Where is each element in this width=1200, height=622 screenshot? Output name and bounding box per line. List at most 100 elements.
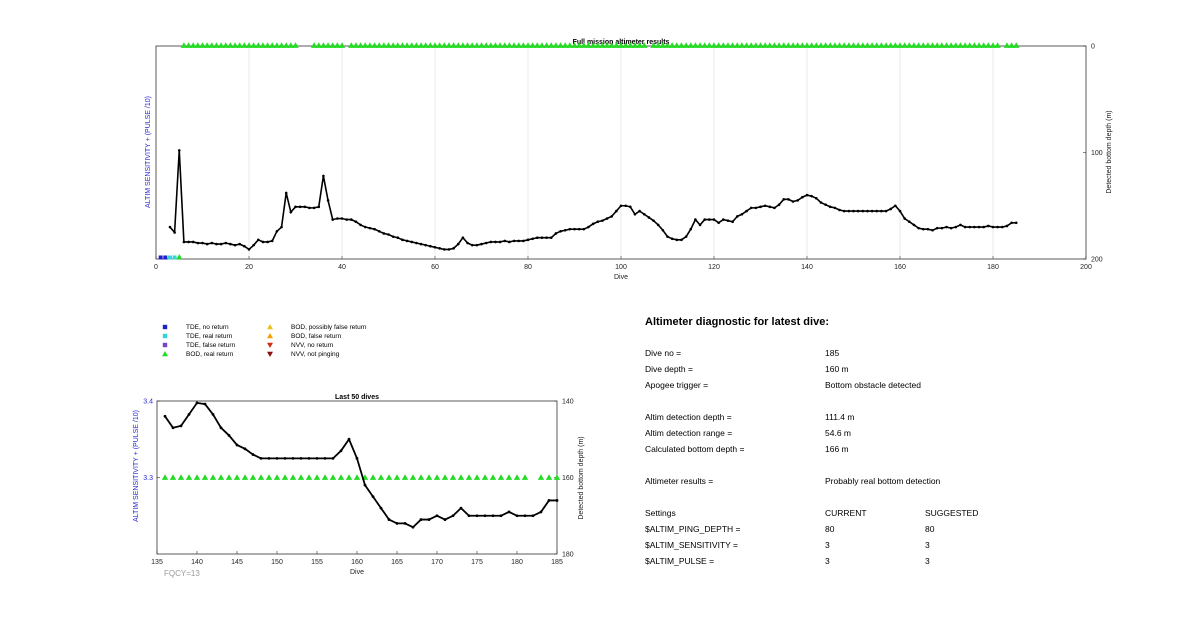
bod-real-return-marker — [961, 42, 969, 48]
bod-real-return-marker — [1008, 42, 1015, 48]
bod-real-return-marker — [321, 474, 329, 480]
bod-real-return-marker — [417, 474, 425, 480]
bod-real-return-marker — [371, 42, 378, 48]
bod-real-return-marker — [278, 42, 285, 48]
depth-point — [173, 231, 176, 234]
legend-label: NVV, not pinging — [291, 351, 340, 358]
bod-real-return-marker — [473, 474, 481, 480]
depth-point — [698, 223, 702, 227]
bod-real-return-marker — [613, 42, 620, 48]
bod-real-return-marker — [273, 474, 281, 480]
depth-point — [949, 226, 953, 230]
bod-real-return-marker — [873, 42, 880, 48]
bod-real-return-marker — [636, 42, 643, 48]
bod-real-return-marker — [808, 42, 815, 48]
depth-point — [275, 230, 279, 233]
depth-point — [427, 518, 431, 521]
bod-real-return-marker — [496, 42, 504, 48]
bod-real-return-marker — [292, 42, 299, 48]
bod-real-return-marker — [441, 474, 449, 480]
bod-real-return-marker — [287, 42, 295, 48]
bod-real-return-marker — [506, 42, 513, 48]
bod-real-return-marker — [752, 42, 760, 48]
depth-point — [759, 205, 762, 209]
depth-point — [379, 506, 383, 510]
full-mission-chart: Full mission altimeter results Dive ALTI… — [145, 39, 1113, 281]
depth-point — [903, 217, 906, 220]
altimeter-results-label: Altimeter results = — [645, 476, 714, 486]
bottom-x-tick-label: 175 — [471, 559, 483, 566]
bod-real-return-marker — [194, 42, 202, 48]
depth-point — [652, 219, 655, 222]
bod-real-return-marker — [924, 42, 932, 48]
bod-real-return-marker — [664, 42, 671, 48]
calculated-bottom-depth-value: 166 m — [825, 444, 849, 454]
bottom-x-tick-label: 180 — [511, 559, 523, 566]
current-label: CURRENT — [825, 508, 867, 518]
pulse-suggested: 3 — [925, 556, 930, 566]
bod-real-return-marker — [222, 42, 229, 48]
depth-point — [782, 198, 786, 201]
top-chart-right-ylabel: Detected bottom depth (m) — [1106, 110, 1113, 193]
depth-point — [531, 514, 535, 518]
depth-point — [499, 514, 503, 518]
bod-real-return-marker — [757, 42, 764, 48]
depth-point — [467, 514, 471, 518]
depth-point — [266, 240, 269, 244]
depth-point — [540, 236, 544, 239]
legend-label: NVV, no return — [291, 342, 334, 349]
bod-real-return-marker — [929, 42, 936, 48]
bod-real-return-marker — [971, 42, 978, 48]
bod-real-return-marker — [1013, 42, 1020, 48]
depth-point — [601, 219, 604, 222]
bod-real-return-marker — [724, 42, 732, 48]
bod-real-return-marker — [878, 42, 885, 48]
depth-point — [424, 243, 428, 247]
bod-real-return-marker — [738, 42, 746, 48]
depth-point — [917, 226, 920, 230]
depth-point — [340, 217, 344, 220]
altim-detection-depth-label: Altim detection depth = — [645, 412, 732, 422]
depth-point — [377, 230, 381, 233]
depth-point — [396, 236, 400, 239]
depth-point — [187, 412, 191, 416]
depth-point — [215, 242, 218, 246]
bod-real-return-marker — [377, 474, 385, 480]
depth-point — [926, 227, 930, 231]
depth-point — [726, 219, 730, 222]
bod-real-return-marker — [427, 42, 434, 48]
depth-point — [712, 218, 716, 221]
bod-real-return-marker — [213, 42, 220, 48]
bod-real-return-marker — [450, 42, 457, 48]
depth-point — [483, 514, 487, 518]
depth-point — [480, 242, 483, 246]
bod-real-return-marker — [557, 42, 564, 48]
bod-real-return-marker — [822, 42, 829, 48]
depth-point — [219, 242, 223, 246]
depth-point — [889, 207, 892, 211]
depth-point — [1014, 221, 1018, 225]
bottom-y-right-tick-label: 140 — [562, 399, 574, 406]
depth-point — [339, 449, 343, 453]
bod-real-return-marker — [403, 42, 411, 48]
bod-real-return-marker — [203, 42, 211, 48]
bod-real-return-marker — [966, 42, 973, 48]
depth-point — [801, 195, 804, 199]
depth-point — [350, 218, 353, 221]
depth-point — [539, 510, 543, 514]
depth-point — [894, 204, 897, 208]
legend-label: BOD, real return — [186, 351, 234, 358]
depth-point — [227, 434, 231, 437]
bod-real-return-marker — [185, 42, 192, 48]
depth-point — [908, 220, 911, 224]
depth-point — [596, 220, 600, 224]
bod-real-return-marker — [345, 474, 353, 480]
legend-marker — [162, 324, 168, 330]
bod-real-return-marker — [594, 42, 601, 48]
suggested-label: SUGGESTED — [925, 508, 979, 518]
depth-point — [415, 241, 418, 245]
bod-real-return-marker — [492, 42, 499, 48]
legend-marker — [162, 342, 168, 348]
legend-marker — [267, 342, 273, 348]
depth-point — [898, 209, 902, 213]
